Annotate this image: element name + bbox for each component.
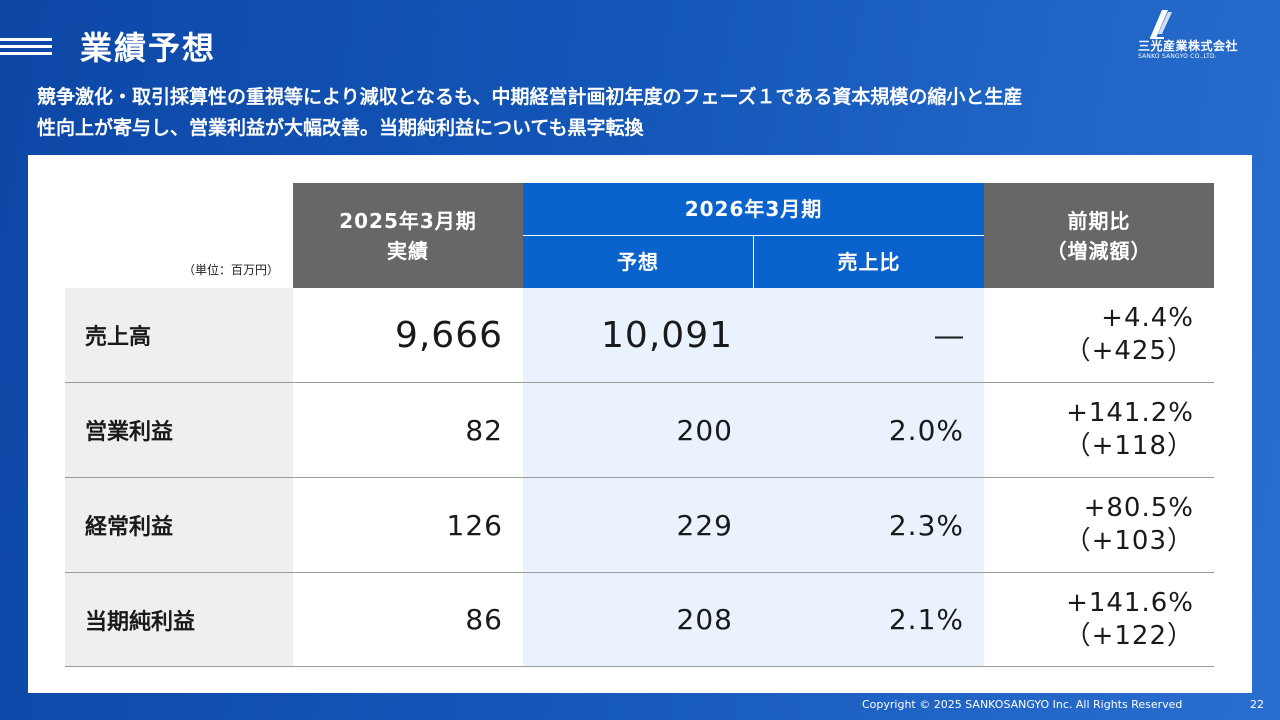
header-fy2026-label: 2026年3月期	[684, 197, 823, 221]
change-pct-operating-income: +141.2%	[1066, 398, 1194, 428]
cell-forecast-sales: 10,091	[601, 314, 733, 356]
header-change: 前期比 （増減額）	[984, 183, 1214, 288]
logo-mark-icon	[1150, 10, 1172, 39]
company-logo: 三光産業株式会社 SANKO SANGYO CO.,LTD.	[1138, 10, 1258, 60]
row-label-net-income: 当期純利益	[65, 573, 293, 666]
page-title: 業績予想	[80, 29, 217, 67]
header-fy2025-line2: 実績	[387, 238, 429, 263]
change-amount-sales: （+425）	[1064, 336, 1194, 366]
title-lines-icon	[0, 38, 52, 59]
header-change-line1: 前期比	[1067, 208, 1131, 233]
footer-copyright: Copyright © 2025 SANKOSANGYO Inc. All Ri…	[862, 698, 1183, 711]
change-pct-ordinary-income: +80.5%	[1083, 493, 1194, 523]
row-label-ordinary-income: 経常利益	[65, 478, 293, 572]
cell-forecast-net-income: 208	[676, 603, 733, 636]
header-fy2026: 2026年3月期	[523, 183, 984, 235]
cell-change-ordinary-income: +80.5% （+103）	[984, 478, 1214, 572]
header-forecast-label: 予想	[617, 250, 659, 274]
cell-actual-net-income: 86	[465, 603, 503, 636]
cell-change-net-income: +141.6% （+122）	[984, 573, 1214, 666]
logo-name: 三光産業株式会社	[1138, 39, 1239, 53]
change-amount-operating-income: （+118）	[1064, 431, 1194, 461]
header-fy2025-line1: 2025年3月期	[339, 208, 477, 233]
unit-label: （単位：百万円）	[183, 263, 280, 277]
change-pct-net-income: +141.6%	[1066, 587, 1194, 618]
cell-forecast-operating-income: 200	[676, 413, 733, 447]
table-panel: （単位：百万円） 2025年3月期 実績 2026年3月期 予想 売上比 前期比…	[28, 155, 1252, 693]
cell-ratio-net-income: 2.1%	[888, 603, 964, 636]
cell-change-operating-income: +141.2% （+118）	[984, 383, 1214, 477]
header-change-line2: （増減額）	[1046, 238, 1152, 263]
cell-change-sales: +4.4% （+425）	[984, 288, 1214, 382]
page-number: 22	[1250, 698, 1264, 711]
page-subtitle: 競争激化・取引採算性の重視等により減収となるも、中期経営計画初年度のフェーズ１で…	[37, 82, 1237, 144]
cell-ratio-ordinary-income: 2.3%	[888, 508, 964, 542]
cell-actual-ordinary-income: 126	[446, 508, 503, 542]
cell-ratio-sales: ―	[935, 318, 964, 352]
header-fy2025: 2025年3月期 実績	[293, 183, 523, 288]
change-amount-net-income: （+122）	[1064, 620, 1194, 651]
header-sales-ratio: 売上比	[754, 236, 984, 288]
subtitle-line-1: 競争激化・取引採算性の重視等により減収となるも、中期経営計画初年度のフェーズ１で…	[37, 86, 1023, 108]
cell-forecast-ordinary-income: 229	[676, 508, 733, 542]
header-sales-ratio-label: 売上比	[837, 250, 901, 274]
row-label-operating-income: 営業利益	[65, 383, 293, 477]
row-label-sales: 売上高	[65, 288, 293, 382]
subtitle-line-2: 性向上が寄与し、営業利益が大幅改善。当期純利益についても黒字転換	[37, 117, 644, 139]
title-bar: 業績予想	[0, 20, 700, 70]
cell-actual-sales: 9,666	[394, 314, 503, 356]
header-forecast: 予想	[523, 236, 753, 288]
cell-actual-operating-income: 82	[465, 413, 503, 447]
logo-sub: SANKO SANGYO CO.,LTD.	[1138, 53, 1217, 60]
change-pct-sales: +4.4%	[1101, 303, 1194, 333]
cell-ratio-operating-income: 2.0%	[888, 413, 964, 447]
change-amount-ordinary-income: （+103）	[1064, 526, 1194, 556]
